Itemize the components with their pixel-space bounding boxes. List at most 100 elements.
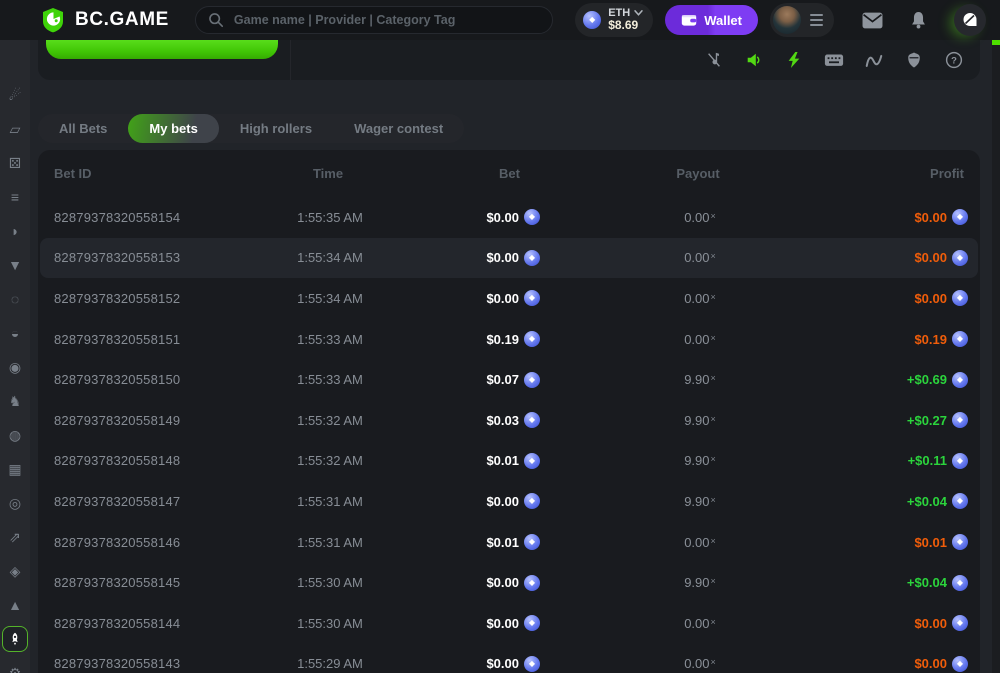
- gift-boxes-icon[interactable]: ▦: [8, 460, 22, 477]
- bet-id-cell: 82879378320558146: [54, 534, 181, 550]
- eth-coin-icon: [952, 655, 968, 672]
- hotkeys-keyboard-icon[interactable]: [814, 40, 854, 80]
- bet-row[interactable]: 82879378320558150 1:55:33 AM $0.07 9.90×…: [40, 359, 978, 400]
- bet-row[interactable]: 82879378320558144 1:55:30 AM $0.00 0.00×…: [40, 603, 978, 644]
- rank-lines-icon: [810, 13, 823, 27]
- eth-coin-icon: [524, 493, 540, 510]
- chat-toggle-button[interactable]: [954, 4, 986, 36]
- coin-wheel-icon[interactable]: ◉: [8, 358, 22, 375]
- time-cell: 1:55:30 AM: [297, 575, 363, 591]
- bet-row[interactable]: 82879378320558149 1:55:32 AM $0.03 9.90×…: [40, 400, 978, 441]
- bet-cell: $0.01: [410, 452, 540, 469]
- payout-cell: 9.90×: [540, 413, 860, 428]
- hat-icon[interactable]: ▲: [8, 597, 22, 613]
- cards-icon[interactable]: ▱: [9, 120, 21, 137]
- currency-selector[interactable]: ETH $8.69: [575, 3, 654, 37]
- comet-icon[interactable]: ☄: [8, 86, 22, 103]
- multiplier-suffix: ×: [710, 332, 716, 343]
- bet-row[interactable]: 82879378320558145 1:55:30 AM $0.00 9.90×…: [40, 562, 978, 603]
- table-body: 82879378320558154 1:55:35 AM $0.00 0.00×…: [38, 197, 980, 673]
- payout-value: 0.00: [684, 656, 710, 672]
- music-off-icon[interactable]: [694, 40, 734, 80]
- help-icon[interactable]: ?: [934, 40, 974, 80]
- live-stats-wave-icon[interactable]: [854, 40, 894, 80]
- time-cell: 1:55:34 AM: [297, 290, 363, 306]
- payout-cell: 0.00×: [540, 332, 860, 347]
- ball-swoosh-icon[interactable]: ◍: [8, 426, 22, 443]
- bc-shield-icon: [43, 8, 63, 33]
- bet-row[interactable]: 82879378320558153 1:55:34 AM $0.00 0.00×…: [40, 237, 978, 279]
- bet-amount: $0.00: [486, 656, 519, 672]
- eggs-icon[interactable]: ◒: [10, 325, 20, 341]
- slots-gear-icon[interactable]: ⚙: [8, 664, 22, 673]
- tab-my-bets[interactable]: My bets: [128, 114, 219, 143]
- profit-cell: +$0.04: [860, 574, 978, 591]
- time-cell: 1:55:32 AM: [297, 453, 363, 469]
- avatar: [773, 6, 801, 34]
- turbo-bolt-icon[interactable]: [774, 40, 814, 80]
- wallet-icon: [681, 15, 697, 26]
- col-header-time: Time: [312, 166, 344, 181]
- bc-game-logo[interactable]: BC.GAME: [40, 7, 169, 33]
- table-header-row: Bet ID Time Bet Payout Profit: [38, 150, 980, 197]
- mail-icon[interactable]: [862, 12, 883, 29]
- bell-icon[interactable]: [910, 11, 927, 29]
- bet-row[interactable]: 82879378320558143 1:55:29 AM $0.00 0.00×…: [40, 644, 978, 673]
- multiplier-suffix: ×: [710, 291, 716, 302]
- multiplier-suffix: ×: [710, 251, 716, 262]
- bet-button[interactable]: [46, 40, 278, 59]
- tab-high-rollers[interactable]: High rollers: [239, 121, 313, 136]
- tab-wager-contest[interactable]: Wager contest: [354, 121, 444, 136]
- game-panel-bottom: ?: [38, 40, 980, 80]
- bet-id-cell: 82879378320558150: [54, 372, 181, 388]
- scrollbar-track[interactable]: [992, 37, 1000, 673]
- bet-cell: $0.00: [410, 615, 540, 632]
- bomb-icon[interactable]: ◎: [8, 494, 22, 511]
- sound-icon[interactable]: [734, 40, 774, 80]
- fairness-shield-icon[interactable]: [894, 40, 934, 80]
- wallet-button[interactable]: Wallet: [665, 5, 758, 35]
- payout-value: 9.90: [684, 575, 710, 591]
- bet-row[interactable]: 82879378320558147 1:55:31 AM $0.00 9.90×…: [40, 481, 978, 522]
- dice-ball-icon[interactable]: ⚄: [8, 154, 22, 171]
- panel-divider: [290, 40, 291, 80]
- bet-amount: $0.00: [486, 290, 519, 306]
- bet-id-cell: 82879378320558151: [54, 331, 181, 347]
- wheel-eye-icon[interactable]: ◈: [9, 562, 21, 579]
- rocket-icon[interactable]: [2, 626, 28, 652]
- helmet-icon[interactable]: ♞: [8, 392, 22, 409]
- wallet-balance: $8.69: [608, 18, 639, 33]
- profit-cell: $0.00: [860, 209, 978, 226]
- profit-amount: $0.00: [914, 290, 947, 306]
- scrollbar-thumb[interactable]: [992, 37, 1000, 45]
- search-input[interactable]: [231, 12, 540, 28]
- payout-cell: 0.00×: [540, 656, 860, 671]
- profit-cell: +$0.04: [860, 493, 978, 510]
- profile-menu[interactable]: [770, 3, 834, 37]
- profit-amount: +$0.27: [906, 412, 947, 428]
- dashed-circle-icon[interactable]: ◌: [10, 291, 20, 307]
- payout-cell: 0.00×: [540, 616, 860, 631]
- mango-blob-icon[interactable]: ◗: [10, 223, 20, 239]
- bet-cell: $0.00: [410, 290, 540, 307]
- tab-all-bets[interactable]: All Bets: [59, 121, 108, 136]
- bet-amount: $0.01: [486, 453, 519, 469]
- header-right: ETH $8.69 Wallet: [575, 3, 1000, 37]
- wallet-label: Wallet: [704, 12, 742, 28]
- bet-row[interactable]: 82879378320558146 1:55:31 AM $0.01 0.00×…: [40, 522, 978, 563]
- search-bar[interactable]: [194, 6, 553, 34]
- missile-icon[interactable]: ⇗: [9, 528, 21, 545]
- stacked-discs-icon[interactable]: ≡: [10, 189, 20, 205]
- bet-row[interactable]: 82879378320558154 1:55:35 AM $0.00 0.00×…: [40, 197, 978, 238]
- bet-row[interactable]: 82879378320558151 1:55:33 AM $0.19 0.00×…: [40, 319, 978, 360]
- bet-row[interactable]: 82879378320558152 1:55:34 AM $0.00 0.00×…: [40, 278, 978, 319]
- plinko-drop-icon[interactable]: ▼: [8, 257, 22, 273]
- bet-id-cell: 82879378320558143: [54, 656, 181, 672]
- eth-coin-icon: [524, 615, 540, 632]
- bet-amount: $0.07: [486, 372, 519, 388]
- bet-id-cell: 82879378320558148: [54, 453, 181, 469]
- bet-row[interactable]: 82879378320558148 1:55:32 AM $0.01 9.90×…: [40, 441, 978, 482]
- bet-amount: $0.00: [486, 250, 519, 266]
- multiplier-suffix: ×: [710, 535, 716, 546]
